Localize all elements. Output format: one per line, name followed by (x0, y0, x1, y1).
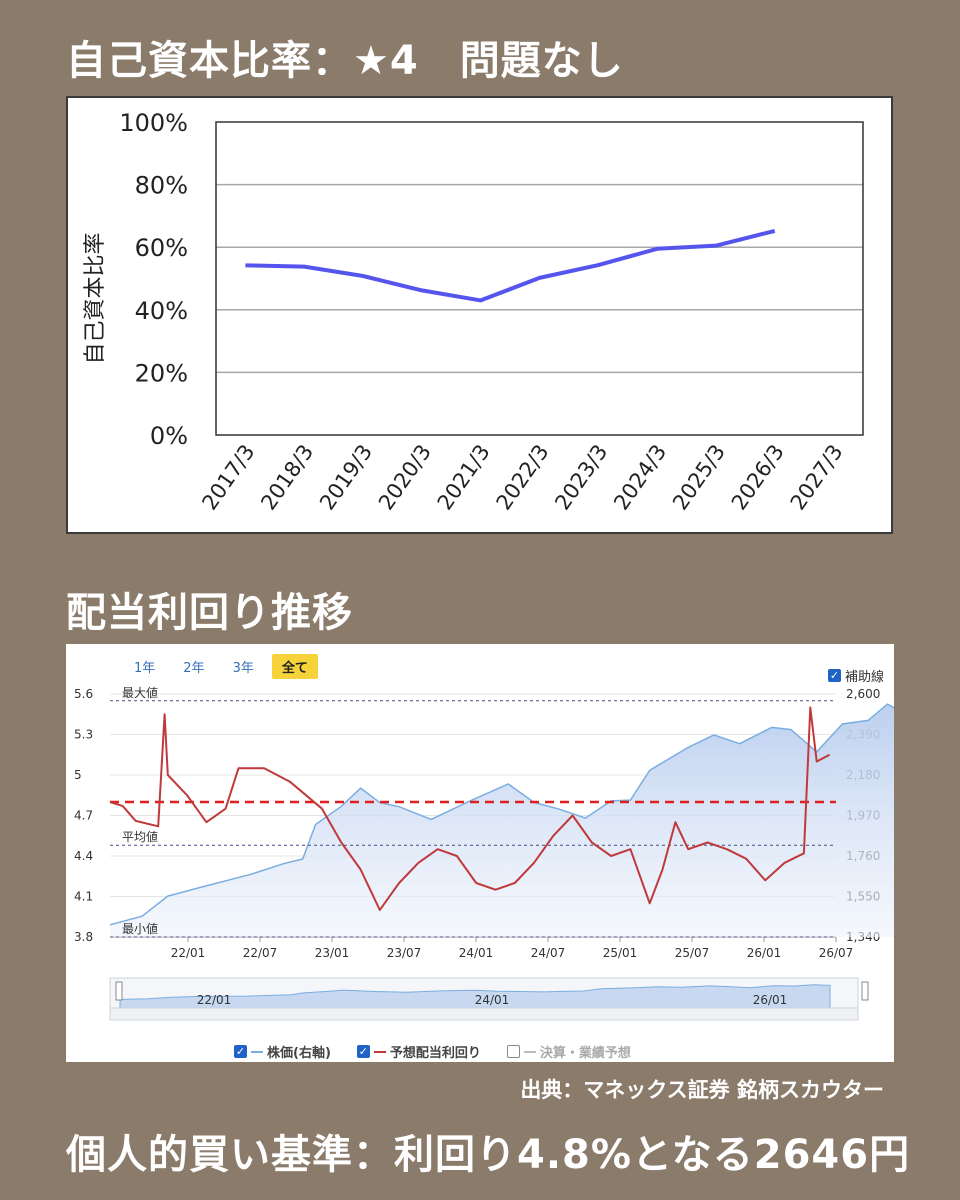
x-tick-label: 23/07 (387, 946, 422, 960)
reference-label-min: 最小値 (122, 921, 158, 936)
y-tick-label: 60% (135, 234, 188, 262)
navigator-tick-label: 24/01 (475, 993, 510, 1007)
dividend-yield-heading: 配当利回り推移 (66, 590, 353, 636)
equity-ratio-line (245, 228, 776, 303)
x-tick-label: 26/01 (747, 946, 782, 960)
y-tick-label: 0% (150, 422, 188, 450)
x-tick-label: 2025/3 (668, 440, 730, 514)
tab-0[interactable]: 1年 (134, 661, 156, 676)
reference-label-max: 最大値 (122, 685, 158, 700)
tab-3[interactable]: 全て (271, 654, 318, 679)
x-tick-label: 24/01 (459, 946, 494, 960)
dividend-yield-chart: 1年 2年 3年 全て ✓ 補助線 5.6 5.3 5 4.7 4.4 4.1 3.8 2,600 2… (66, 644, 894, 1062)
right-tick-label: 1,550 (846, 890, 880, 904)
y-tick-label: 40% (135, 297, 188, 325)
price-area (110, 704, 894, 937)
navigator-series (119, 984, 831, 1009)
source-caption: 出典：マネックス証券 銘柄スカウター (520, 1078, 884, 1102)
aux-line-toggle[interactable]: ✓ 補助線 (827, 666, 884, 685)
x-tick-label: 2027/3 (786, 440, 848, 514)
equity-ratio-chart: 0% 20% 40% 60% 80% 100% 2017/3 2018/3 2019/3 2020… (66, 96, 893, 534)
period-tabs: 1年 2年 3年 全て (124, 654, 326, 679)
navigator-tick-label: 26/01 (753, 993, 788, 1007)
aux-line-label: 補助線 (844, 670, 884, 685)
right-tick-label: 2,180 (846, 768, 880, 782)
x-tick-label: 2020/3 (374, 440, 436, 514)
right-tick-label: 1,340 (846, 930, 880, 944)
right-tick-label: 1,760 (846, 849, 880, 863)
left-tick-label: 4.1 (74, 890, 93, 904)
reference-label-avg: 平均値 (122, 829, 158, 844)
x-tick-label: 2018/3 (256, 440, 318, 514)
chart-legend: ✓ 株価(右軸) ✓ 予想配当利回り 決算・業績予想 (234, 1042, 631, 1061)
left-tick-label: 5 (74, 768, 82, 782)
legend-item-0[interactable]: ✓ 株価(右軸) (234, 1042, 331, 1061)
x-tick-label: 2019/3 (315, 440, 377, 514)
navigator-handle-left (115, 981, 123, 1001)
y-tick-label: 20% (135, 359, 188, 387)
x-tick-label: 2021/3 (433, 440, 495, 514)
y-axis-label: 自己資本比率 (83, 232, 108, 364)
x-tick-label: 2023/3 (550, 440, 612, 514)
right-tick-label: 1,970 (846, 809, 880, 823)
x-tick-label: 2017/3 (197, 440, 259, 514)
y-tick-label: 80% (135, 172, 188, 200)
dividend-yield-chart-svg: 5.6 5.3 5 4.7 4.4 4.1 3.8 2,600 2,390 2,180 1,970 1… (74, 685, 894, 1021)
left-tick-label: 3.8 (74, 930, 93, 944)
buy-criteria-heading: 個人的買い基準：利回り4.8%となる2646円 (66, 1132, 911, 1178)
left-tick-label: 4.7 (74, 809, 93, 823)
x-tick-label: 23/01 (315, 946, 350, 960)
legend-swatch (251, 1050, 263, 1053)
equity-ratio-heading: 自己資本比率：★4 問題なし (66, 38, 624, 84)
x-tick-label: 22/07 (243, 946, 278, 960)
x-tick-label: 2022/3 (492, 440, 554, 514)
left-tick-label: 5.6 (74, 687, 93, 701)
x-tick-label: 24/07 (531, 946, 566, 960)
navigator-scrollbar (109, 1007, 859, 1021)
checkbox-icon[interactable] (506, 1045, 520, 1058)
navigator-tick-label: 22/01 (197, 993, 232, 1007)
legend-swatch (523, 1050, 536, 1053)
checkbox-icon[interactable]: ✓ (827, 669, 841, 682)
legend-swatch (373, 1050, 386, 1053)
equity-ratio-chart-svg: 0% 20% 40% 60% 80% 100% 2017/32018/32019/32020… (83, 109, 864, 514)
right-tick-label: 2,390 (846, 728, 880, 742)
x-tick-label: 2026/3 (727, 440, 789, 514)
x-tick-label: 22/01 (171, 946, 206, 960)
checkbox-icon[interactable]: ✓ (234, 1045, 247, 1058)
plot-frame (215, 121, 864, 436)
x-tick-label: 25/01 (603, 946, 638, 960)
right-tick-label: 2,600 (846, 687, 880, 701)
tab-1[interactable]: 2年 (183, 661, 205, 676)
tab-2[interactable]: 3年 (232, 661, 254, 676)
left-tick-label: 5.3 (74, 728, 93, 742)
legend-label: 決算・業績予想 (539, 1046, 631, 1061)
legend-item-2[interactable]: 決算・業績予想 (506, 1042, 631, 1061)
legend-label: 株価(右軸) (267, 1046, 331, 1061)
legend-item-1[interactable]: ✓ 予想配当利回り (356, 1042, 481, 1061)
yield-line (109, 706, 831, 911)
y-tick-label: 100% (119, 109, 188, 137)
x-tick-label: 26/07 (819, 946, 854, 960)
x-tick-label: 25/07 (675, 946, 710, 960)
left-tick-label: 4.4 (74, 849, 93, 863)
x-tick-label: 2024/3 (609, 440, 671, 514)
navigator-frame (109, 977, 859, 1009)
checkbox-icon[interactable]: ✓ (356, 1045, 370, 1058)
legend-label: 予想配当利回り (389, 1046, 481, 1061)
navigator-handle-right (861, 981, 869, 1001)
price-line (109, 703, 894, 926)
